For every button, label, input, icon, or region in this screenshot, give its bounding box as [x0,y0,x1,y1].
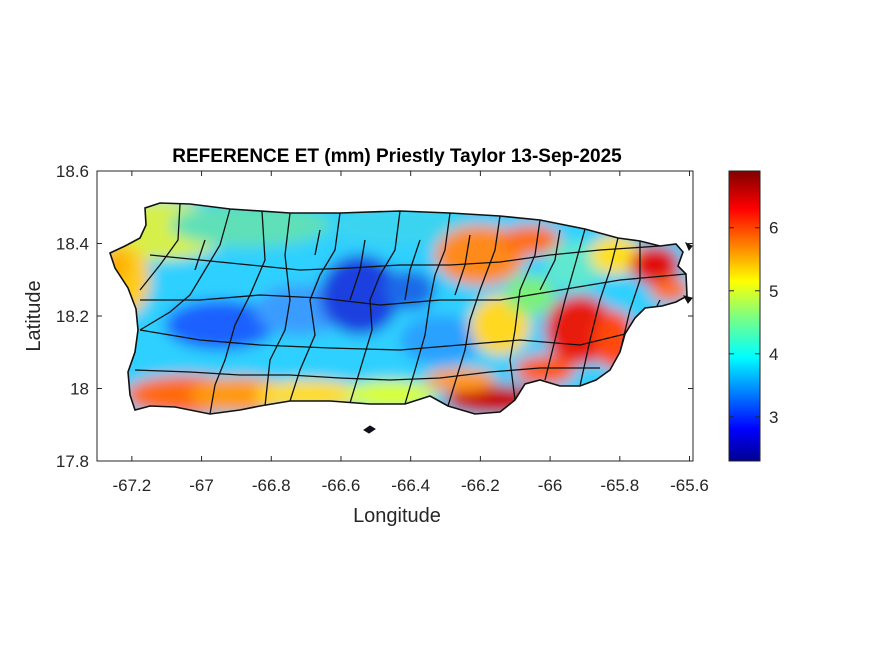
colorbar [728,170,761,462]
colorbar-tick-label: 4 [769,345,778,364]
x-tick-label: -66.8 [252,476,291,495]
y-tick-label: 18.2 [56,307,89,326]
x-tick-label: -65.6 [670,476,709,495]
y-tick-label: 18 [70,380,89,399]
x-tick-label: -65.8 [600,476,639,495]
colorbar-tick-label: 5 [769,282,778,301]
x-tick-label: -66.6 [322,476,361,495]
x-tick-label: -66 [538,476,563,495]
colorbar-tick-label: 3 [769,408,778,427]
y-tick-label: 17.8 [56,452,89,471]
municipal-boundaries [134,203,687,414]
caja-de-muertos-island [363,425,376,434]
x-tick-label: -66.4 [391,476,430,495]
offshore-islet [682,295,693,304]
y-tick-label: 18.4 [56,235,89,254]
colorbar-tick-label: 6 [769,219,778,238]
y-axis-label: Latitude [23,280,45,351]
et-heat-field [110,203,687,414]
x-tick-label: -66.2 [461,476,500,495]
x-tick-label: -67 [189,476,214,495]
y-axis-ticks: 18.6 18.4 18.2 18 17.8 [56,162,693,471]
x-axis-ticks: -67.2 -67 -66.8 -66.6 -66.4 -66.2 -66 -65.8 -65.… [112,171,709,495]
chart-title: REFERENCE ET (mm) Priestly Taylor 13-Sep… [172,146,622,167]
colorbar-ticks: 6 5 4 3 [729,219,778,427]
offshore-islet [685,241,693,251]
y-tick-label: 18.6 [56,162,89,181]
x-tick-label: -67.2 [112,476,151,495]
x-axis-label: Longitude [353,505,441,527]
